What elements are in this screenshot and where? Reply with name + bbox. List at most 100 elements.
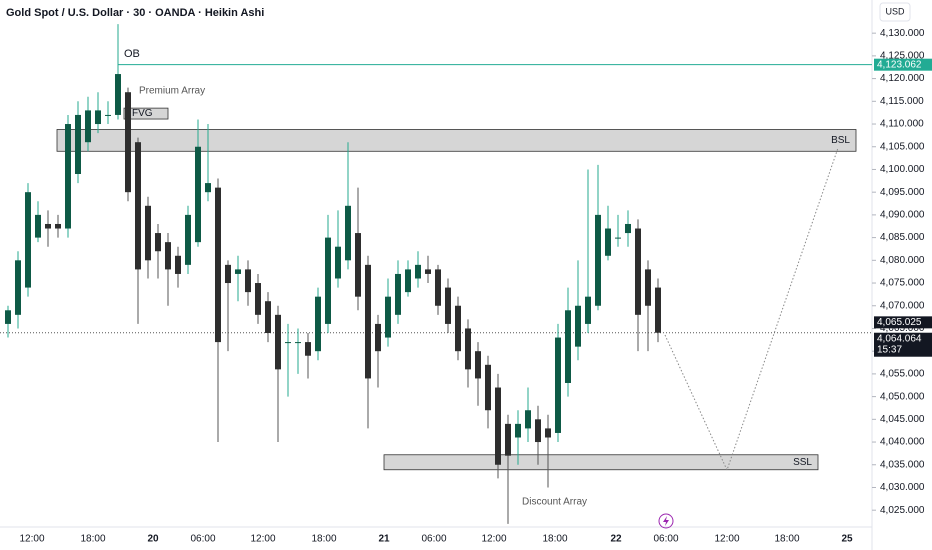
candle-body <box>325 237 331 324</box>
candle-body <box>305 342 311 356</box>
x-tick-label: 18:00 <box>542 534 567 545</box>
candle-body <box>495 387 501 465</box>
y-tick-label: 4,105.000 <box>880 141 925 152</box>
y-tick-label: 4,065.000 <box>880 323 925 334</box>
y-tick-label: 4,030.000 <box>880 482 925 493</box>
candle-body <box>535 419 541 443</box>
events-icon[interactable] <box>658 513 674 529</box>
candle-body <box>75 114 81 175</box>
candle-body <box>125 92 131 193</box>
currency-label: USD <box>885 6 905 16</box>
y-tick-label: 4,050.000 <box>880 391 925 402</box>
candle-body <box>465 328 471 370</box>
candle-body <box>445 287 451 324</box>
y-tick-label: 4,125.000 <box>880 51 925 62</box>
candle-body <box>515 423 521 438</box>
x-tick-label: 18:00 <box>80 534 105 545</box>
candle-body <box>55 223 61 229</box>
candle-body <box>245 269 251 293</box>
candle-body <box>405 269 411 293</box>
candle-body <box>595 214 601 306</box>
candle-body <box>135 142 141 270</box>
candle-body <box>185 214 191 265</box>
candle-body <box>255 283 261 315</box>
candle-body <box>295 342 301 344</box>
candle-body <box>235 269 241 274</box>
y-tick-label: 4,085.000 <box>880 232 925 243</box>
y-tick-label: 4,075.000 <box>880 278 925 289</box>
x-tick-label: 06:00 <box>421 534 446 545</box>
candle-body <box>65 124 71 229</box>
candle-body <box>25 192 31 288</box>
candle-body <box>365 264 371 379</box>
price-tag <box>874 58 932 71</box>
candle-body <box>275 314 281 370</box>
candle-body <box>375 323 381 352</box>
candle-body <box>555 337 561 433</box>
y-tick-label: 4,080.000 <box>880 255 925 266</box>
currency-button[interactable] <box>879 2 911 22</box>
candle-body <box>655 287 661 333</box>
candle-body <box>285 342 291 344</box>
zone-label: FVG <box>132 108 153 119</box>
candle-body <box>395 273 401 315</box>
candle-body <box>625 223 631 234</box>
candle-body <box>35 214 41 238</box>
candle-body <box>525 410 531 429</box>
candle-body <box>215 187 221 343</box>
price-tag <box>874 316 932 329</box>
candle-body <box>205 183 211 193</box>
x-tick-label: 21 <box>378 534 390 545</box>
candle-body <box>15 260 21 315</box>
candle-body <box>155 233 161 252</box>
candle-body <box>145 205 151 261</box>
zone-label: BSL <box>831 135 850 146</box>
candle-body <box>615 237 621 239</box>
candle-body <box>335 246 341 279</box>
candle-body <box>475 351 481 379</box>
y-tick-label: 4,070.000 <box>880 300 925 311</box>
candle-body <box>315 296 321 352</box>
y-tick-label: 4,100.000 <box>880 164 925 175</box>
x-tick-label: 12:00 <box>714 534 739 545</box>
y-tick-label: 4,120.000 <box>880 73 925 84</box>
y-tick-label: 4,115.000 <box>880 96 924 107</box>
x-tick-label: 25 <box>841 534 853 545</box>
price-tag-label: 4,123.062 <box>877 59 922 70</box>
candle-body <box>635 228 641 315</box>
annotation: OB <box>124 48 140 60</box>
candle-body <box>585 296 591 324</box>
annotation: Premium Array <box>139 86 205 97</box>
candle-body <box>415 264 421 279</box>
candle-body <box>95 110 101 125</box>
zone <box>383 454 819 471</box>
zone-label: SSL <box>793 457 812 468</box>
price-tag-label: 4,064.064 <box>877 333 922 344</box>
chart-title: Gold Spot / U.S. Dollar · 30 · OANDA · H… <box>6 7 264 19</box>
countdown: 15:37 <box>877 344 902 355</box>
price-tag <box>874 332 932 357</box>
x-tick-label: 12:00 <box>19 534 44 545</box>
y-tick-label: 4,045.000 <box>880 414 925 425</box>
x-tick-label: 12:00 <box>481 534 506 545</box>
candle-body <box>575 305 581 347</box>
candle-body <box>265 301 271 334</box>
zone <box>123 107 169 120</box>
candle-body <box>605 228 611 256</box>
candle-body <box>175 255 181 274</box>
y-tick-label: 4,040.000 <box>880 437 925 448</box>
projection-path <box>664 147 839 472</box>
candle-body <box>455 305 461 352</box>
x-tick-label: 06:00 <box>190 534 215 545</box>
candle-body <box>225 264 231 284</box>
y-tick-label: 4,090.000 <box>880 210 925 221</box>
y-tick-label: 4,130.000 <box>880 28 925 39</box>
candle-body <box>485 364 491 411</box>
annotation: Discount Array <box>522 497 587 508</box>
x-tick-label: 22 <box>610 534 622 545</box>
x-tick-label: 18:00 <box>774 534 799 545</box>
y-tick-label: 4,035.000 <box>880 459 925 470</box>
zone <box>56 129 857 152</box>
candle-body <box>385 296 391 338</box>
